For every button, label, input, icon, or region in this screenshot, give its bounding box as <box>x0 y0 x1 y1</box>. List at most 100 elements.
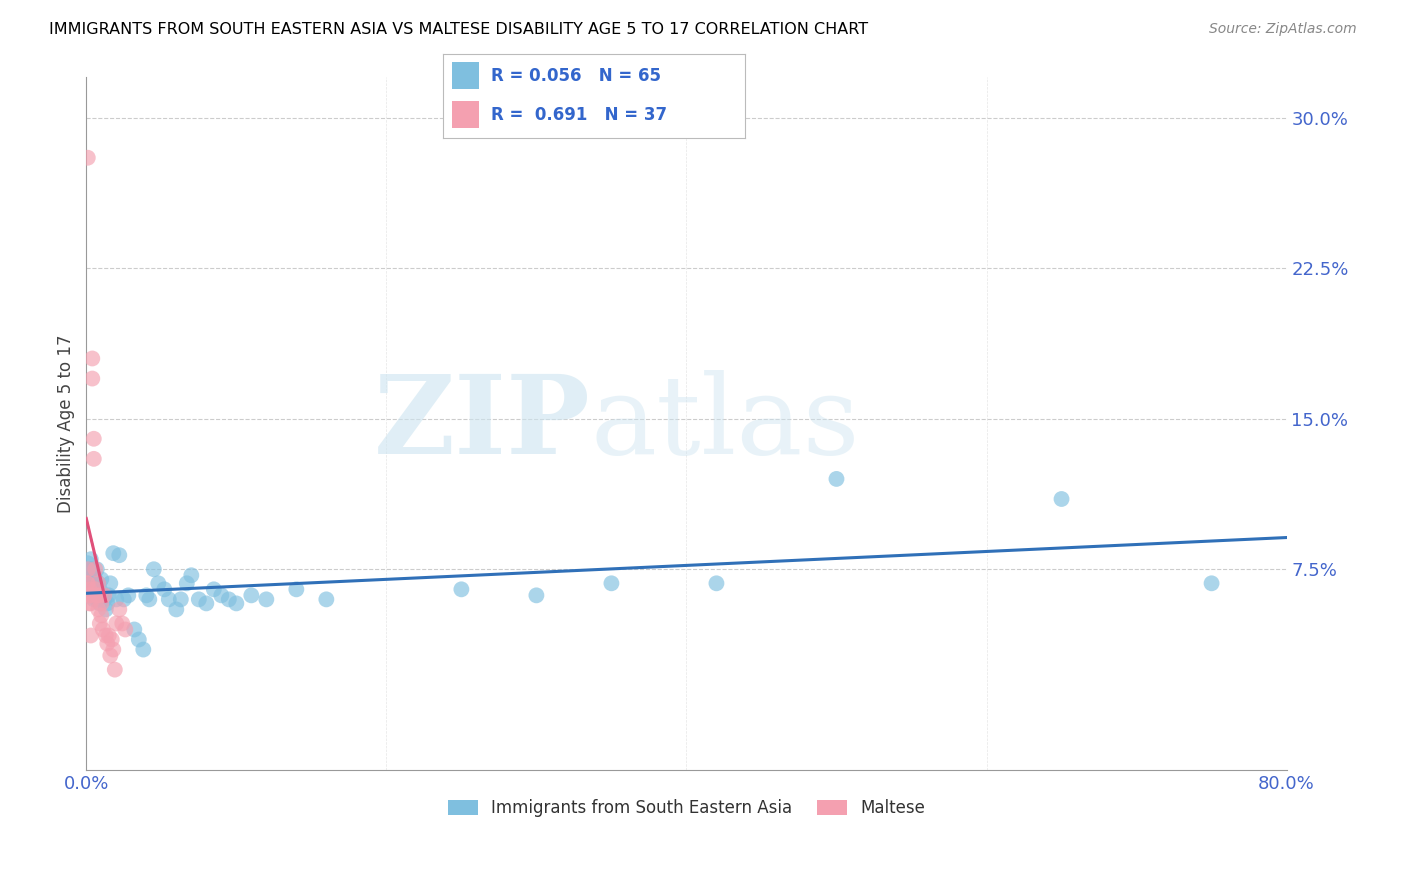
Point <box>104 663 127 677</box>
Point <box>124 623 146 637</box>
Point <box>82 562 104 576</box>
Bar <box>451 101 479 128</box>
Point <box>84 562 107 576</box>
Point <box>79 562 101 576</box>
Point <box>315 592 337 607</box>
Text: IMMIGRANTS FROM SOUTH EASTERN ASIA VS MALTESE DISABILITY AGE 5 TO 17 CORRELATION: IMMIGRANTS FROM SOUTH EASTERN ASIA VS MA… <box>49 22 869 37</box>
Point <box>76 556 98 570</box>
Point <box>82 586 104 600</box>
Point <box>87 602 110 616</box>
Point <box>87 576 110 591</box>
Point <box>218 592 240 607</box>
Bar <box>451 62 479 89</box>
Point <box>90 572 112 586</box>
Point <box>89 582 111 597</box>
Point <box>96 636 118 650</box>
Point <box>76 572 98 586</box>
Point <box>79 596 101 610</box>
Point <box>84 572 107 586</box>
Point <box>103 642 125 657</box>
Point <box>1201 576 1223 591</box>
Point <box>76 151 98 165</box>
Point <box>79 582 101 597</box>
Point <box>108 548 131 562</box>
Point <box>450 582 472 597</box>
Point <box>90 608 112 623</box>
Point <box>101 632 124 647</box>
Point <box>114 623 136 637</box>
Text: atlas: atlas <box>591 370 860 477</box>
Point <box>80 568 103 582</box>
Point <box>86 562 108 576</box>
Text: ZIP: ZIP <box>374 370 591 477</box>
Point <box>76 562 98 576</box>
Point <box>83 432 105 446</box>
Point <box>202 582 225 597</box>
Point <box>84 588 107 602</box>
Point <box>128 632 150 647</box>
Point <box>86 592 108 607</box>
Point <box>135 588 157 602</box>
Point <box>83 592 105 607</box>
Point <box>1050 491 1073 506</box>
Text: Source: ZipAtlas.com: Source: ZipAtlas.com <box>1209 22 1357 37</box>
Point <box>105 592 128 607</box>
Point <box>209 588 232 602</box>
Point <box>112 592 135 607</box>
Point <box>84 582 107 597</box>
Point <box>94 628 117 642</box>
Point <box>86 588 108 602</box>
Point <box>79 588 101 602</box>
Point <box>89 616 111 631</box>
Point <box>254 592 277 607</box>
Point <box>94 602 117 616</box>
Point <box>80 628 103 642</box>
Point <box>76 576 98 591</box>
Point <box>97 588 120 602</box>
Point <box>83 568 105 582</box>
Point <box>82 351 104 366</box>
Point <box>187 592 209 607</box>
Point <box>91 588 114 602</box>
Point <box>80 552 103 566</box>
Point <box>117 588 139 602</box>
Point <box>80 582 103 597</box>
Point <box>83 451 105 466</box>
Point <box>83 576 105 591</box>
Point <box>600 576 623 591</box>
Point <box>165 602 187 616</box>
Y-axis label: Disability Age 5 to 17: Disability Age 5 to 17 <box>58 334 75 513</box>
Point <box>153 582 176 597</box>
Point <box>90 592 112 607</box>
Point <box>105 616 128 631</box>
Point <box>87 588 110 602</box>
Point <box>96 596 118 610</box>
Point <box>157 592 180 607</box>
Legend: Immigrants from South Eastern Asia, Maltese: Immigrants from South Eastern Asia, Malt… <box>441 793 932 824</box>
Point <box>93 588 115 602</box>
Point <box>108 602 131 616</box>
Point <box>80 588 103 602</box>
Point <box>76 576 98 591</box>
Point <box>225 596 247 610</box>
Text: R =  0.691   N = 37: R = 0.691 N = 37 <box>491 105 668 123</box>
Point <box>97 628 120 642</box>
Point <box>195 596 218 610</box>
Point <box>86 588 108 602</box>
Point <box>98 648 121 663</box>
Point <box>90 596 112 610</box>
Point <box>82 572 104 586</box>
Point <box>89 588 111 602</box>
Point <box>80 596 103 610</box>
Point <box>285 582 308 597</box>
Text: R = 0.056   N = 65: R = 0.056 N = 65 <box>491 67 661 85</box>
Point <box>825 472 848 486</box>
Point <box>526 588 548 602</box>
Point <box>240 588 263 602</box>
Point <box>87 576 110 591</box>
Point <box>176 576 198 591</box>
Point <box>142 562 165 576</box>
Point <box>84 582 107 597</box>
Point <box>170 592 193 607</box>
Point <box>79 576 101 591</box>
